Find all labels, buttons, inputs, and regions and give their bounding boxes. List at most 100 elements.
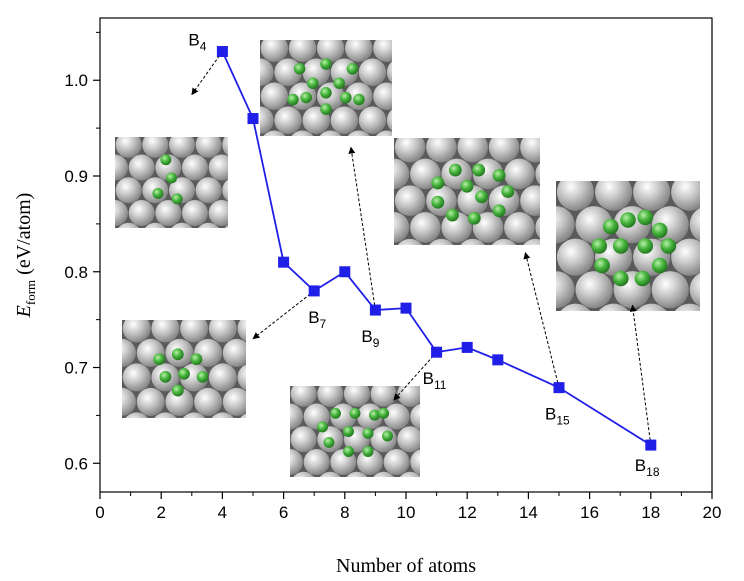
inset-b4-structure: [89, 132, 228, 228]
metal-atom: [274, 106, 302, 134]
metal-atom: [394, 158, 410, 190]
boron-atom: [475, 190, 489, 204]
y-axis-title: Eform (eV/atom): [13, 193, 38, 319]
metal-atom: [89, 132, 115, 158]
metal-atom: [386, 61, 392, 83]
metal-atom: [356, 449, 383, 476]
metal-atom: [504, 158, 535, 190]
metal-atom: [195, 137, 222, 158]
point-label-main: B: [308, 308, 319, 327]
boron-atom: [159, 370, 172, 383]
metal-atom: [260, 40, 289, 62]
boron-atom: [472, 163, 486, 177]
boron-atom: [320, 87, 332, 99]
x-tick-label: 8: [340, 503, 349, 522]
x-tick-label: 12: [458, 503, 477, 522]
metal-atom: [260, 82, 289, 110]
metal-atom: [429, 238, 454, 245]
x-tick-label: 6: [279, 503, 288, 522]
boron-atom: [340, 91, 352, 104]
metal-atom: [151, 320, 180, 343]
metal-atom: [358, 106, 387, 134]
series-line: [221, 51, 652, 446]
metal-atom: [394, 212, 410, 243]
metal-atoms: [556, 181, 700, 311]
metal-atom: [181, 200, 208, 227]
arrows-layer: [191, 51, 652, 446]
point-label-sub: 7: [320, 317, 327, 331]
metal-atom: [288, 40, 317, 62]
x-tick-label: 18: [641, 503, 660, 522]
metal-atom: [260, 58, 274, 86]
boron-atom: [323, 436, 335, 448]
metal-atoms: [363, 138, 540, 270]
metal-atom: [144, 222, 166, 228]
metal-atom: [556, 238, 595, 276]
point-label-sub: 4: [200, 40, 207, 54]
boron-atom: [378, 407, 390, 419]
metal-atom: [460, 238, 485, 245]
metal-atom: [208, 320, 237, 343]
metal-atom: [363, 239, 394, 270]
metal-atom: [394, 185, 426, 216]
boron-atom: [152, 187, 164, 199]
data-point: [308, 285, 320, 297]
boron-atom: [196, 370, 209, 383]
boron-atom: [300, 91, 312, 104]
metal-atom: [222, 179, 228, 202]
metal-atom: [636, 303, 667, 311]
metal-atom: [345, 40, 373, 62]
metal-atom: [290, 449, 303, 476]
inset-arrow: [252, 290, 315, 340]
boron-atom: [651, 257, 668, 274]
inset-arrow: [629, 304, 652, 446]
metal-atom: [383, 449, 410, 476]
metal-atom: [274, 58, 302, 86]
metal-atom: [222, 338, 246, 367]
metal-atom: [233, 35, 260, 62]
metal-atom: [397, 386, 420, 407]
metal-atom: [194, 387, 223, 416]
data-point: [553, 382, 565, 394]
point-label-main: B: [635, 456, 646, 475]
boron-atom: [634, 270, 651, 287]
boron-atom: [160, 154, 172, 166]
inset-arrow: [348, 146, 376, 311]
metal-atoms: [233, 35, 392, 136]
metal-atom: [319, 471, 341, 477]
metal-atom: [264, 381, 290, 407]
metal-atom: [347, 130, 370, 136]
metal-atom: [122, 387, 136, 416]
metal-atom: [556, 271, 575, 309]
point-label-sub: 9: [373, 336, 380, 350]
metal-atom: [520, 138, 540, 163]
metal-atom: [330, 106, 359, 134]
metal-atom: [375, 130, 392, 136]
point-label-sub: 18: [646, 465, 660, 479]
metal-atom: [290, 426, 317, 453]
metal-atom: [260, 106, 274, 134]
boron-atom: [492, 204, 506, 218]
metal-atom: [154, 412, 177, 418]
boron-atom: [591, 238, 607, 254]
data-point: [461, 341, 473, 353]
x-tick-label: 4: [218, 503, 227, 522]
y-axis-title-sub: form: [23, 280, 38, 305]
boron-atom: [320, 58, 332, 70]
boron-atom: [178, 368, 190, 380]
boron-atom: [343, 426, 354, 437]
metal-atom: [535, 216, 540, 239]
x-tick-label: 14: [519, 503, 538, 522]
metal-atom: [520, 185, 540, 216]
boron-atom: [353, 93, 365, 106]
metal-atom: [358, 58, 387, 86]
metal-atom: [208, 200, 228, 227]
metal-atom: [263, 130, 286, 136]
metal-atom: [397, 238, 423, 245]
metal-atom: [122, 338, 136, 367]
metal-atom: [410, 212, 441, 243]
inset-b15-structure: [556, 181, 700, 311]
metal-atom: [208, 363, 237, 392]
